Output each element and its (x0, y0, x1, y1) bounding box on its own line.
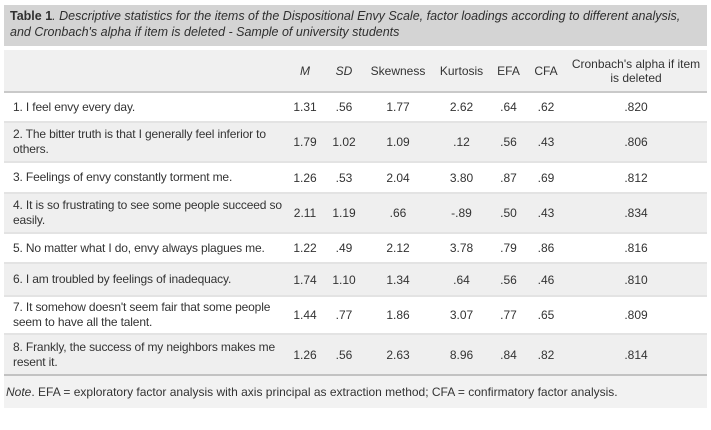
mean-value: 1.26 (293, 170, 317, 185)
column-header-row: M SD Skewness Kurtosis EFA CFA Cronbach'… (4, 50, 707, 93)
alpha-value: .820 (624, 100, 648, 114)
table-row: 5. No matter what I do, envy always plag… (4, 233, 707, 263)
col-header-item (4, 50, 285, 93)
item-text: 2. The bitter truth is that I generally … (4, 122, 285, 162)
efa-value: .50 (490, 193, 527, 233)
col-header-cfa: CFA (527, 50, 565, 93)
sd-value: 1.19 (325, 193, 363, 233)
alpha-value: .834 (565, 193, 707, 233)
kurtosis-value: 3.07 (449, 308, 474, 322)
alpha-value: .812 (624, 170, 648, 185)
kurtosis-value: 8.96 (433, 334, 490, 374)
skewness-value: 1.09 (363, 122, 433, 162)
cfa-value: .62 (537, 100, 555, 114)
sd-value: .56 (325, 334, 363, 374)
col-header-efa: EFA (490, 50, 527, 93)
skewness-value: 1.34 (363, 263, 433, 296)
mean-value: 1.22 (293, 241, 317, 255)
sd-value: .53 (335, 170, 353, 185)
table-title-label: Table 1 (10, 9, 53, 23)
col-header-sd: SD (325, 50, 363, 93)
efa-value: .84 (490, 334, 527, 374)
mean-value: 1.44 (293, 308, 317, 322)
table-row: 6. I am troubled by feelings of inadequa… (4, 263, 707, 296)
kurtosis-value: .12 (433, 122, 490, 162)
efa-value: .56 (490, 122, 527, 162)
skewness-value: .66 (363, 193, 433, 233)
table-title-line2: and Cronbach's alpha if item is deleted … (10, 24, 400, 39)
sd-value: .56 (335, 100, 353, 114)
cfa-value: .46 (527, 263, 565, 296)
table-row: 3. Feelings of envy constantly torment m… (4, 162, 707, 193)
note-lead: Note (6, 385, 32, 399)
efa-value: .77 (500, 308, 517, 322)
table-row: 8. Frankly, the success of my neighbors … (4, 334, 707, 374)
mean-value: 1.26 (285, 334, 325, 374)
item-text: 5. No matter what I do, envy always plag… (13, 240, 265, 255)
table-row: 2. The bitter truth is that I generally … (4, 122, 707, 162)
col-header-skewness: Skewness (363, 50, 433, 93)
col-header-cronbach-alpha: Cronbach's alpha if item is deleted (565, 50, 707, 93)
cfa-value: .43 (527, 122, 565, 162)
table-footnote: Note. EFA = exploratory factor analysis … (4, 374, 707, 408)
table-row: 4. It is so frustrating to see some peop… (4, 193, 707, 233)
kurtosis-value: 2.62 (449, 100, 474, 114)
cfa-value: .43 (527, 193, 565, 233)
skewness-value: 2.04 (386, 170, 410, 185)
kurtosis-value: 3.78 (449, 241, 474, 255)
kurtosis-value: -.89 (433, 193, 490, 233)
mean-value: 1.79 (285, 122, 325, 162)
alpha-value: .810 (565, 263, 707, 296)
sd-value: 1.02 (325, 122, 363, 162)
skewness-value: 1.77 (386, 100, 410, 114)
cfa-value: .65 (537, 308, 555, 322)
skewness-value: 2.63 (363, 334, 433, 374)
mean-value: 1.74 (285, 263, 325, 296)
note-text: . EFA = exploratory factor analysis with… (31, 385, 618, 399)
alpha-value: .809 (624, 308, 648, 322)
sd-value: 1.10 (325, 263, 363, 296)
table-row: 1. I feel envy every day. 1.31 .56 1.77 … (4, 92, 707, 122)
efa-value: .87 (500, 170, 517, 185)
item-text: 7. It somehow doesn't seem fair that som… (13, 300, 271, 329)
col-header-mean: M (285, 50, 325, 93)
table-title-line1: . Descriptive statistics for the items o… (52, 9, 681, 23)
cfa-value: .69 (537, 170, 555, 185)
efa-value: .56 (490, 263, 527, 296)
kurtosis-value: .64 (433, 263, 490, 296)
page: Table 1. Descriptive statistics for the … (4, 5, 707, 408)
mean-value: 1.31 (293, 100, 317, 114)
descriptive-statistics-table: M SD Skewness Kurtosis EFA CFA Cronbach'… (4, 50, 707, 374)
table-title-bar: Table 1. Descriptive statistics for the … (4, 5, 707, 46)
alpha-value: .816 (624, 241, 648, 255)
item-text: 3. Feelings of envy constantly torment m… (13, 170, 233, 184)
sd-value: .49 (335, 241, 353, 255)
alpha-value: .814 (565, 334, 707, 374)
kurtosis-value: 3.80 (449, 170, 474, 185)
cfa-value: .86 (537, 241, 555, 255)
item-text: 6. I am troubled by feelings of inadequa… (4, 263, 285, 296)
skewness-value: 1.86 (386, 308, 410, 322)
efa-value: .79 (500, 241, 517, 255)
skewness-value: 2.12 (386, 241, 410, 255)
item-text: 4. It is so frustrating to see some peop… (4, 193, 285, 233)
mean-value: 2.11 (285, 193, 325, 233)
col-header-kurtosis: Kurtosis (433, 50, 490, 93)
sd-value: .77 (335, 308, 353, 322)
cfa-value: .82 (527, 334, 565, 374)
item-text: 1. I feel envy every day. (13, 99, 136, 114)
efa-value: .64 (500, 100, 517, 114)
table-row: 7. It somehow doesn't seem fair that som… (4, 296, 707, 334)
item-text: 8. Frankly, the success of my neighbors … (4, 334, 285, 374)
alpha-value: .806 (565, 122, 707, 162)
